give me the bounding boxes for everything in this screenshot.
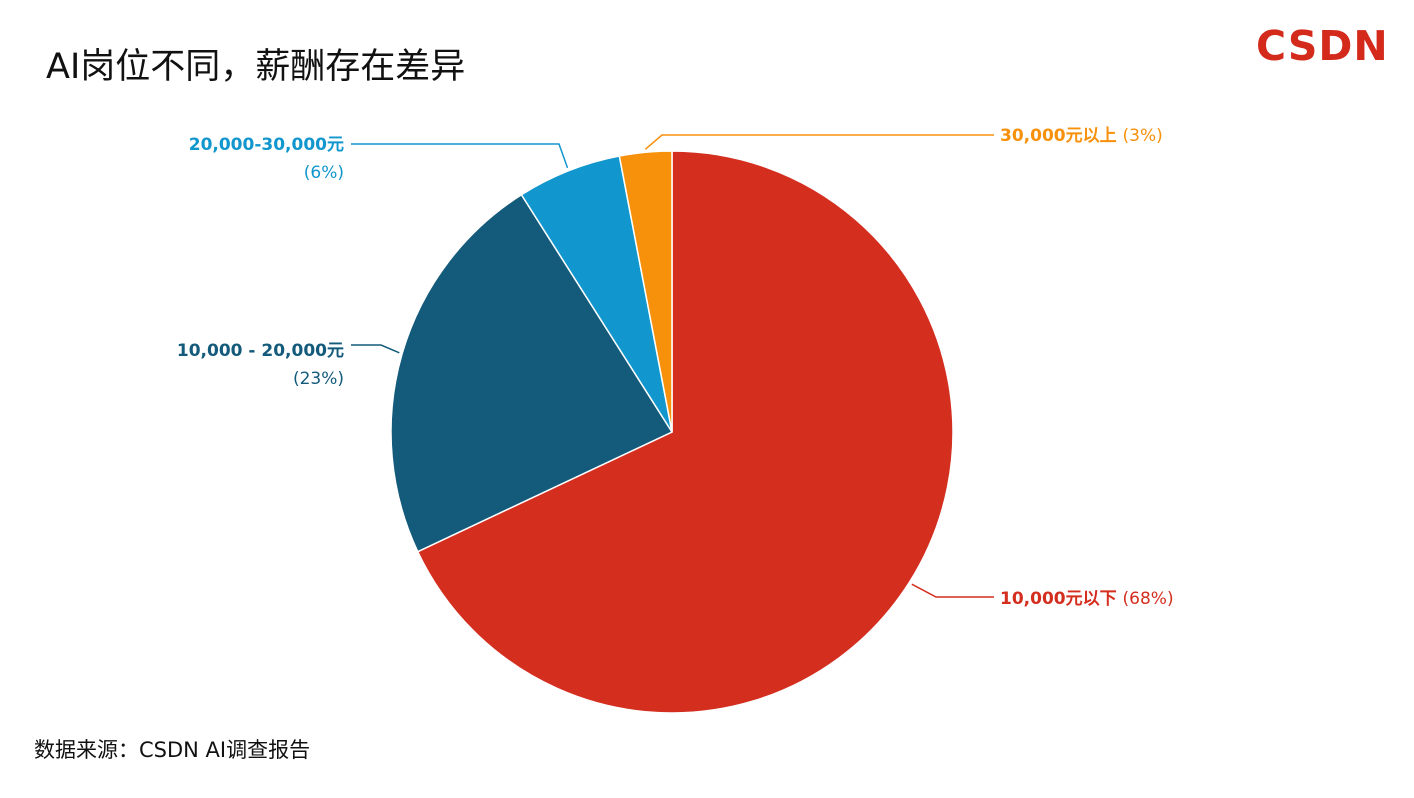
slice-label: 30,000元以上 (3%) <box>1000 126 1163 146</box>
pie-slices <box>390 150 954 714</box>
data-source-note: 数据来源：CSDN AI调查报告 <box>34 738 311 762</box>
slice-label: 10,000元以下 (68%) <box>1000 589 1174 609</box>
pie-slice <box>416 150 954 714</box>
slice-label-name: 20,000-30,000元 <box>189 135 344 155</box>
slice-labels: 10,000元以下 (68%) 10,000 - 20,000元 (23%) 20,0… <box>177 126 1174 609</box>
leader-line <box>644 134 994 150</box>
leader-line <box>351 344 400 354</box>
leader-line <box>351 143 569 169</box>
leader-lines <box>351 134 994 598</box>
pie-slice <box>390 193 674 553</box>
slice-label: 20,000-30,000元 (6%) <box>189 135 344 183</box>
leader-line <box>911 583 994 598</box>
pie-slice <box>618 150 673 433</box>
slice-label-pct: (3%) <box>1123 126 1163 146</box>
slice-label-name: 30,000元以上 <box>1000 126 1123 146</box>
slice-label-pct: (23%) <box>293 369 344 389</box>
slice-label-pct: (6%) <box>304 163 344 183</box>
page-title: AI岗位不同，薪酬存在差异 <box>46 47 466 87</box>
slice-label-name: 10,000 - 20,000元 <box>177 341 344 361</box>
slice-label-pct: (68%) <box>1123 589 1174 609</box>
slice-label: 10,000 - 20,000元 (23%) <box>177 341 344 389</box>
slice-label-name: 10,000元以下 <box>1000 589 1123 609</box>
csdn-logo: CSDN <box>1256 22 1389 70</box>
